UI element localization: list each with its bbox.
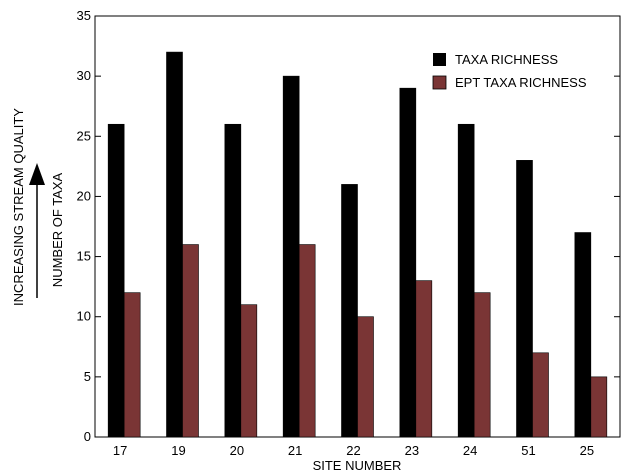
bar-taxa-richness-site-25	[574, 232, 592, 438]
quality-arrow	[29, 163, 45, 298]
x-axis-title: SITE NUMBER	[313, 458, 402, 473]
legend: TAXA RICHNESS EPT TAXA RICHNESS	[432, 52, 587, 90]
x-tick-label: 22	[346, 443, 360, 458]
legend-swatch-taxa-richness	[433, 53, 446, 66]
bar-taxa-richness-site-17	[107, 123, 125, 438]
bar-ept-taxa-richness-site-25	[590, 376, 608, 438]
bar-taxa-richness-site-19	[166, 51, 183, 438]
bar-taxa-richness-site-51	[516, 160, 533, 438]
bar-taxa-richness-site-24	[457, 123, 475, 438]
y-axis: 0 5 10 15 20 25 30 35	[77, 8, 620, 444]
bar-ept-taxa-richness-site-24	[473, 292, 491, 438]
x-tick-label: 51	[521, 443, 535, 458]
y-tick-label: 0	[84, 429, 91, 444]
bar-ept-taxa-richness-site-17	[123, 292, 141, 438]
x-tick-label: 23	[405, 443, 419, 458]
y-tick-label: 15	[77, 249, 91, 264]
bar-ept-taxa-richness-site-22	[357, 316, 374, 438]
legend-label-taxa-richness: TAXA RICHNESS	[455, 52, 558, 67]
x-tick-label: 25	[580, 443, 594, 458]
x-tick-label: 21	[288, 443, 302, 458]
x-tick-label: 19	[171, 443, 185, 458]
bar-taxa-richness-site-21	[282, 75, 300, 438]
bar-ept-taxa-richness-site-51	[532, 352, 549, 438]
legend-label-ept-taxa-richness: EPT TAXA RICHNESS	[455, 75, 587, 90]
x-tick-label: 20	[230, 443, 244, 458]
bar-ept-taxa-richness-site-23	[415, 280, 433, 438]
y-axis-outer-title: INCREASING STREAM QUALITY	[11, 108, 26, 306]
y-tick-label: 10	[77, 309, 91, 324]
bar-ept-taxa-richness-site-19	[182, 244, 199, 438]
bar-ept-taxa-richness-site-21	[298, 244, 316, 438]
y-tick-label: 35	[77, 8, 91, 23]
bar-taxa-richness-site-20	[224, 123, 242, 438]
y-tick-label: 25	[77, 128, 91, 143]
x-tick-label: 17	[113, 443, 127, 458]
x-axis: 17 19 20 21 22 23 24 51 25	[113, 443, 594, 458]
y-tick-label: 5	[84, 369, 91, 384]
bar-taxa-richness-site-22	[341, 184, 358, 438]
y-axis-title: NUMBER OF TAXA	[50, 172, 65, 287]
bar-taxa-richness-site-23	[399, 87, 417, 438]
x-tick-label: 24	[463, 443, 477, 458]
legend-swatch-ept-taxa-richness	[432, 75, 447, 90]
bars	[107, 51, 608, 438]
y-tick-label: 30	[77, 68, 91, 83]
bar-ept-taxa-richness-site-20	[240, 304, 258, 438]
y-tick-label: 20	[77, 188, 91, 203]
